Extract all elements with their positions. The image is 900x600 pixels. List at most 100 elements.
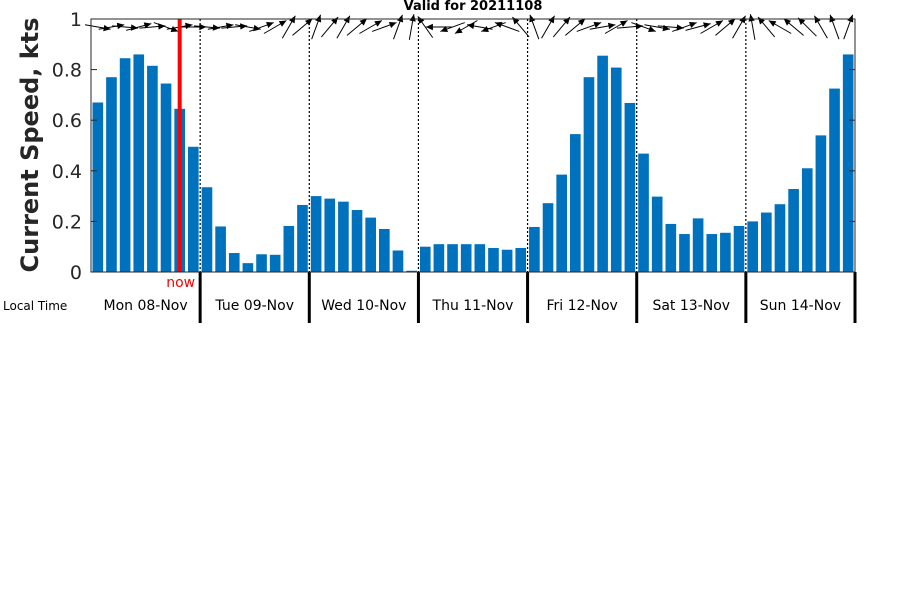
- arrow-head: [266, 21, 274, 28]
- bar: [201, 187, 213, 272]
- plot-frame: [90, 18, 856, 273]
- bar: [733, 225, 745, 272]
- chart-title: Valid for 20211108: [404, 0, 543, 14]
- direction-arrow: [494, 21, 520, 32]
- arrow-head: [619, 20, 628, 27]
- bar: [215, 226, 226, 272]
- bar: [774, 204, 786, 272]
- now-marker-group: now: [166, 19, 195, 291]
- direction-arrow: [249, 21, 274, 32]
- arrow-head: [359, 18, 367, 26]
- direction-arrow: [112, 24, 139, 31]
- y-axis-label: Current Speed, kts: [16, 18, 44, 273]
- bar: [570, 134, 581, 272]
- direction-arrow: [371, 21, 397, 32]
- direction-arrow: [700, 20, 724, 34]
- bar: [515, 247, 527, 272]
- bar: [160, 83, 172, 272]
- y-tick-label: 0.2: [52, 211, 82, 233]
- day-label: Wed 10-Nov: [321, 298, 406, 314]
- bar: [188, 146, 199, 272]
- bar: [638, 153, 649, 272]
- arrow-head: [481, 26, 489, 33]
- bar: [228, 253, 240, 272]
- arrow-head: [409, 14, 416, 22]
- direction-arrow: [425, 23, 452, 31]
- x-axis-label: Local Time: [3, 299, 67, 313]
- direction-arrow: [644, 24, 671, 32]
- axes: [90, 18, 857, 323]
- direction-arrow: [359, 20, 383, 34]
- direction-arrow: [139, 23, 166, 30]
- bar: [706, 234, 718, 272]
- direction-arrow: [207, 22, 234, 30]
- direction-arrow: [512, 16, 530, 38]
- now-label: now: [166, 275, 195, 291]
- bar: [801, 168, 813, 272]
- bar: [406, 270, 417, 272]
- bar: [392, 250, 404, 272]
- direction-arrow: [98, 22, 125, 30]
- direction-arrow: [126, 22, 152, 31]
- bar: [665, 223, 677, 272]
- day-label: Sun 14-Nov: [760, 298, 841, 314]
- arrow-head: [648, 26, 656, 33]
- direction-arrow: [311, 14, 322, 40]
- direction-arrow: [263, 20, 287, 34]
- bar: [842, 54, 854, 272]
- arrow-head: [715, 20, 724, 27]
- arrow-head: [116, 22, 125, 30]
- day-separators: [199, 19, 747, 272]
- arrow-head: [225, 22, 234, 30]
- bar: [433, 244, 445, 272]
- direction-arrow: [529, 14, 540, 40]
- arrow-head: [727, 18, 736, 26]
- direction-arrow: [153, 22, 179, 33]
- bar: [651, 196, 663, 272]
- bar: [365, 217, 376, 272]
- bar: [488, 247, 499, 272]
- direction-arrow: [829, 14, 840, 40]
- arrow-head: [703, 22, 711, 29]
- bar: [583, 77, 595, 272]
- bar: [692, 218, 704, 272]
- direction-arrow: [481, 22, 506, 33]
- bar: [269, 254, 281, 272]
- direction-arrow: [715, 18, 736, 36]
- bar: [351, 210, 363, 272]
- direction-arrow: [346, 18, 368, 36]
- bars: [92, 54, 854, 273]
- arrow-head: [689, 21, 697, 28]
- bar: [597, 55, 608, 273]
- y-tick-label: 0: [70, 262, 82, 284]
- bar: [133, 54, 145, 272]
- arrow-head: [739, 15, 746, 24]
- direction-arrow: [672, 21, 697, 32]
- arrow-head: [343, 15, 350, 24]
- direction-arrow: [235, 24, 261, 32]
- y-ticks: 0 0.2 0.4 0.6 0.8 1: [52, 9, 855, 284]
- day-label: Sat 13-Nov: [652, 298, 730, 314]
- bar: [92, 102, 104, 273]
- day-labels: Mon 08-Nov Tue 09-Nov Wed 10-Nov Thu 11-Nov…: [103, 298, 841, 314]
- direction-arrow: [417, 16, 434, 38]
- direction-arrow: [454, 20, 478, 34]
- bar: [542, 203, 554, 272]
- arrow-head: [577, 18, 586, 26]
- direction-arrow: [440, 22, 465, 33]
- arrow-head: [662, 24, 670, 32]
- arrow-head: [494, 21, 503, 28]
- bar: [501, 249, 513, 272]
- direction-arrow: [783, 18, 804, 36]
- day-label: Fri 12-Nov: [546, 298, 617, 314]
- arrow-head: [143, 22, 152, 29]
- direction-arrow: [393, 14, 404, 40]
- bar: [324, 198, 336, 272]
- bar: [106, 77, 117, 272]
- arrow-head: [783, 18, 792, 26]
- arrow-head: [170, 26, 179, 33]
- bar: [297, 204, 308, 272]
- bar: [119, 58, 131, 273]
- bar: [761, 212, 772, 272]
